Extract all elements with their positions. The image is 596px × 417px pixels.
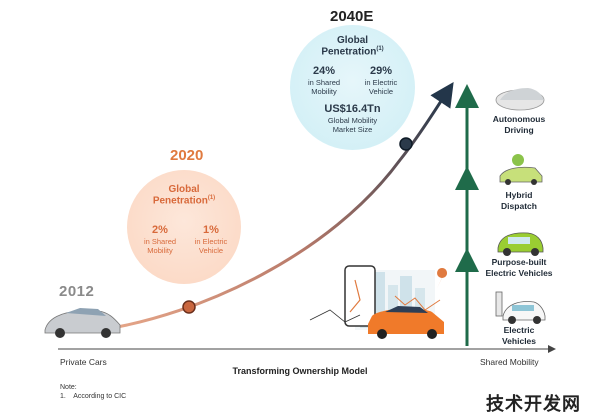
- marker-2020: [182, 300, 196, 314]
- footnote: Note: 1. According to CIC: [60, 384, 127, 400]
- feature-hybrid-dispatch: Hybrid Dispatch: [501, 190, 537, 211]
- purpose-built-ev-icon: [497, 232, 544, 256]
- feature-autonomous-driving: Autonomous Driving: [492, 114, 546, 135]
- bubble-2040-ev: 29% in Electric Vehicle: [364, 65, 398, 96]
- bubble-2020: Global Penetration(1) 2% in Shared Mobil…: [127, 170, 241, 284]
- feature-electric-vehicles: Electric Vehicles: [501, 325, 537, 346]
- year-2020-label: 2020: [170, 147, 204, 164]
- bubble-2040-shared: 24% in Shared Mobility: [307, 65, 341, 96]
- bubble-2040-title: Global Penetration(1): [321, 35, 384, 58]
- watermark-text: 技术开发网: [486, 394, 581, 414]
- axis-title: Transforming Ownership Model: [232, 366, 368, 376]
- electric-car-icon: [495, 291, 546, 324]
- growth-curve: [99, 82, 454, 332]
- bubble-2040: Global Penetration(1) 24% in Shared Mobi…: [290, 25, 415, 150]
- bubble-2020-shared: 2% in Shared Mobility: [143, 224, 177, 255]
- axis-right-label: Shared Mobility: [480, 357, 539, 367]
- axis-left-label: Private Cars: [60, 357, 107, 367]
- feature-purpose-built-ev: Purpose-built Electric Vehicles: [485, 257, 553, 278]
- city-illustration-icon: [309, 265, 448, 339]
- bubble-2020-title: Global Penetration(1): [152, 184, 216, 207]
- axis-arrow: [548, 345, 556, 353]
- hybrid-car-icon: [499, 154, 543, 185]
- private-car-icon: [44, 308, 121, 338]
- bubble-2020-ev: 1% in Electric Vehicle: [194, 224, 228, 255]
- year-2012-label: 2012: [59, 283, 95, 300]
- marker-2040: [399, 137, 413, 151]
- bubble-2040-market: US$16.4Tn Global Mobility Market Size: [324, 103, 381, 134]
- autonomous-car-icon: [495, 88, 545, 111]
- year-2040-label: 2040E: [330, 8, 374, 25]
